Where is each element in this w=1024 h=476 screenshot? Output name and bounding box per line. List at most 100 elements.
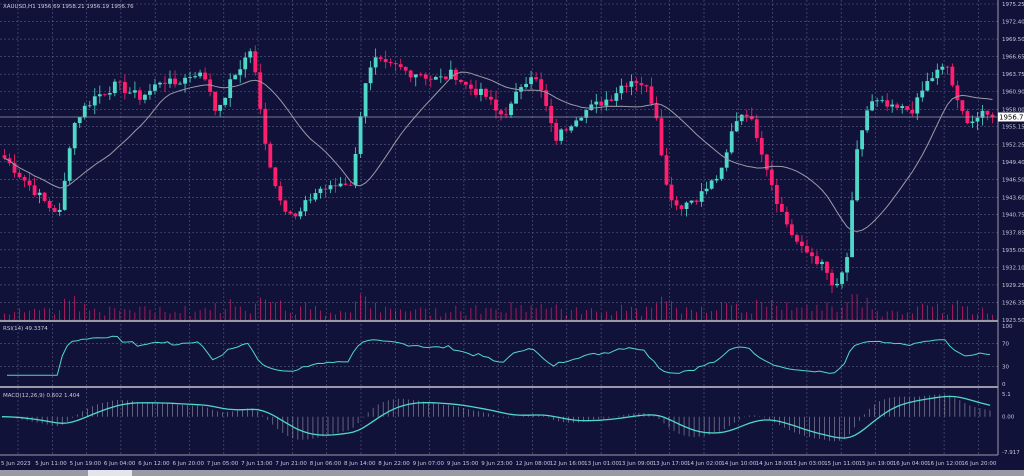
candle-body [17,172,22,178]
candle-body [920,90,925,98]
candle-body [203,72,208,80]
price-tick: 1958.00 [1002,107,1024,113]
candle-body [830,272,834,286]
rsi-tick: 70 [1002,341,1009,347]
candle-body [308,199,313,201]
candle-body [955,85,960,101]
candle-body [619,85,624,94]
candle-body [368,67,373,84]
candle-body [62,180,67,210]
candle-body [820,261,824,265]
candle-body [875,100,880,102]
candle-body [744,114,749,117]
candle-body [132,90,137,93]
candle-body [609,99,614,101]
price-axis[interactable]: 1975.25 1972.40 1969.50 1966.65 1963.75 1960.… [1002,2,1024,456]
rsi-line [7,335,991,376]
panel-divider[interactable] [0,320,998,322]
candle-body [659,118,664,156]
time-tick: 14 Jun 18:00 [756,461,791,467]
candle-body [900,106,905,109]
candle-body [238,69,243,76]
time-axis[interactable]: 5 Jun 2023 5 Jun 11:00 5 Jun 19:00 6 Jun 04… [1,461,997,467]
candle-body [975,117,980,122]
candle-body [784,211,789,225]
candle-body [208,79,213,92]
candle-body [338,183,343,187]
candle-body [102,94,107,96]
candle-body [810,252,814,257]
candle-body [514,91,518,104]
time-tick: 13 Jun 17:00 [653,461,688,467]
candle-body [163,82,167,84]
candle-body [12,163,17,173]
candle-body [529,77,534,84]
candle-body [248,51,253,58]
candle-body [499,110,503,115]
time-tick: 8 Jun 06:00 [310,461,342,467]
time-tick: 7 Jun 21:00 [275,461,307,467]
time-tick: 16 Jun 12:00 [927,461,962,467]
candle-body [158,82,162,85]
active-tab[interactable] [88,470,132,476]
candle-body [980,110,985,118]
candle-body [649,86,654,104]
candle-body [323,188,328,190]
bottom-tab-bar [0,470,1024,476]
price-tick: 1926.35 [1002,301,1024,307]
panel-divider[interactable] [0,386,998,388]
time-tick: 15 Jun 03:00 [790,461,825,467]
candle-body [940,66,945,70]
candle-body [383,58,388,63]
time-tick: 12 Jun 08:00 [516,461,551,467]
candle-body [825,261,829,273]
candle-body [489,96,493,100]
candle-body [985,110,990,115]
candle-body [709,180,714,189]
candle-body [418,74,423,76]
candle-body [268,143,273,168]
time-tick: 9 Jun 15:00 [447,461,479,467]
candle-body [624,85,629,87]
candle-body [779,204,784,212]
candle-body [850,200,854,258]
candle-body [263,108,268,144]
time-tick: 5 Jun 11:00 [35,461,67,467]
candle-body [218,104,223,111]
candle-body [950,66,955,86]
candle-body [117,81,122,83]
candle-body [278,186,283,201]
macd-tick: -7.917 [1002,450,1020,456]
candle-body [970,121,975,124]
current-price-tag [998,112,1024,122]
candle-body [388,62,393,64]
candle-body [549,105,554,124]
candle-body [393,63,398,65]
candle-body [463,82,468,85]
time-tick: 8 Jun 14:00 [344,461,376,467]
volume-bars [4,294,993,320]
candle-body [52,208,57,212]
time-tick: 6 Jun 20:00 [173,461,205,467]
time-tick: 5 Jun 2023 [1,461,31,467]
candle-body [699,191,704,202]
candle-body [789,224,794,236]
candle-body [223,98,228,105]
candle-body [253,51,258,73]
candle-body [669,184,674,201]
price-tick: 1937.85 [1002,230,1024,236]
candle-body [213,91,218,111]
macd-histogram [6,394,991,442]
candle-body [313,193,318,200]
candle-body [77,117,82,124]
price-tick: 1955.15 [1002,125,1024,131]
macd-tick: 5.1 [1002,392,1011,398]
rsi-tick: 100 [1002,324,1013,330]
price-tick: 1969.50 [1002,37,1024,43]
candle-body [474,88,478,95]
candle-body [589,104,594,111]
price-tick: 1975.25 [1002,2,1024,8]
candle-body [112,81,117,94]
time-tick: 14 Jun 02:00 [687,461,722,467]
